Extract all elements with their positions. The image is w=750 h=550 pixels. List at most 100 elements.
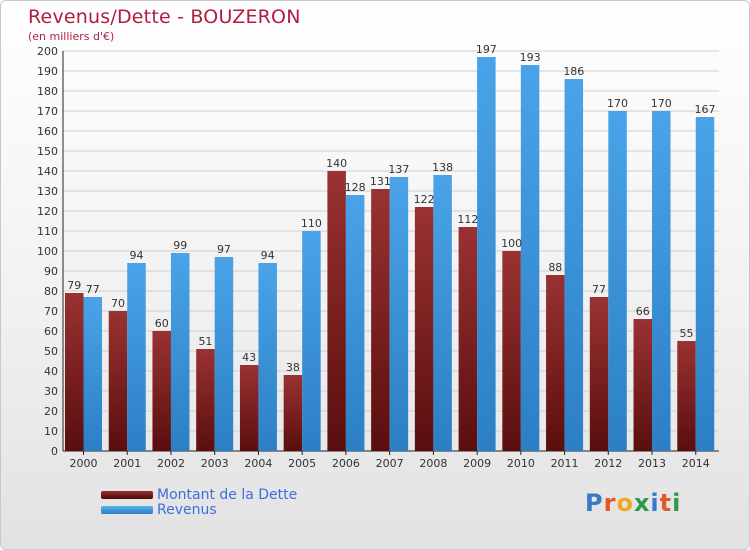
data-label-dette: 60 xyxy=(155,317,169,330)
bar-dette xyxy=(239,365,259,451)
bar-revenus xyxy=(433,175,452,451)
data-label-dette: 38 xyxy=(286,361,300,374)
bar-dette xyxy=(458,227,478,451)
data-label-dette: 51 xyxy=(198,335,212,348)
y-tick-label: 160 xyxy=(37,125,58,138)
legend-item-revenus: Revenus xyxy=(101,501,297,518)
data-label-dette: 131 xyxy=(370,175,391,188)
logo-letter: P xyxy=(585,489,604,517)
legend-label-revenus: Revenus xyxy=(157,501,217,518)
bar-dette xyxy=(414,207,434,451)
data-label-revenus: 77 xyxy=(86,283,100,296)
legend-swatch-revenus xyxy=(101,505,153,514)
bar-dette xyxy=(371,189,390,451)
x-tick-label: 2008 xyxy=(419,457,447,470)
logo-letter: i xyxy=(672,489,682,517)
bar-dette xyxy=(196,349,215,451)
y-tick-label: 140 xyxy=(37,165,58,178)
bar-revenus xyxy=(345,195,365,451)
y-tick-label: 100 xyxy=(37,245,58,258)
x-tick-label: 2012 xyxy=(594,457,622,470)
data-label-revenus: 128 xyxy=(345,181,366,194)
data-label-revenus: 94 xyxy=(129,249,143,262)
bar-dette xyxy=(502,251,521,451)
bar-dette xyxy=(283,375,303,451)
data-label-revenus: 186 xyxy=(563,65,584,78)
y-tick-label: 40 xyxy=(44,365,58,378)
y-tick-label: 0 xyxy=(51,445,58,458)
y-tick-label: 120 xyxy=(37,205,58,218)
x-tick-label: 2010 xyxy=(507,457,535,470)
x-tick-label: 2013 xyxy=(638,457,666,470)
bar-dette xyxy=(633,319,653,451)
legend-item-dette: Montant de la Dette xyxy=(101,486,298,503)
data-label-dette: 79 xyxy=(67,279,81,292)
logo-letter: i xyxy=(650,489,660,517)
data-label-dette: 66 xyxy=(636,305,650,318)
data-label-revenus: 97 xyxy=(217,243,231,256)
y-tick-label: 80 xyxy=(44,285,58,298)
bar-revenus xyxy=(302,231,321,451)
data-label-revenus: 94 xyxy=(261,249,275,262)
data-label-revenus: 138 xyxy=(432,161,453,174)
x-tick-label: 2011 xyxy=(551,457,579,470)
x-tick-label: 2009 xyxy=(463,457,491,470)
bar-dette xyxy=(546,275,565,451)
y-tick-label: 90 xyxy=(44,265,58,278)
bar-revenus xyxy=(695,117,715,451)
x-tick-label: 2006 xyxy=(332,457,360,470)
bar-dette xyxy=(65,293,84,451)
bar-dette xyxy=(589,297,609,451)
y-tick-label: 170 xyxy=(37,105,58,118)
axes: 0 10 20 30 40 50 60 70 80 90 100 110 120 130 140 150 160… xyxy=(37,45,719,470)
data-label-dette: 140 xyxy=(326,157,347,170)
bar-dette xyxy=(108,311,128,451)
y-tick-label: 200 xyxy=(37,45,58,58)
proxiti-logo: Proxiti xyxy=(585,489,681,517)
data-label-revenus: 193 xyxy=(520,51,541,64)
bar-dette xyxy=(327,171,346,451)
data-label-dette: 112 xyxy=(457,213,478,226)
x-tick-label: 2000 xyxy=(70,457,98,470)
logo-letter: x xyxy=(633,489,651,517)
legend-label-dette: Montant de la Dette xyxy=(157,486,298,503)
y-tick-label: 130 xyxy=(37,185,58,198)
bar-revenus xyxy=(608,111,627,451)
logo-letter: o xyxy=(616,489,634,517)
legend-swatch-dette xyxy=(101,490,153,499)
x-tick-label: 2005 xyxy=(288,457,316,470)
y-tick-label: 60 xyxy=(44,325,58,338)
data-label-revenus: 99 xyxy=(173,239,187,252)
x-tick-label: 2001 xyxy=(113,457,141,470)
bars xyxy=(65,57,715,451)
logo-letter: r xyxy=(603,489,617,517)
data-label-revenus: 137 xyxy=(388,163,409,176)
bar-revenus xyxy=(477,57,496,451)
x-tick-label: 2003 xyxy=(201,457,229,470)
bar-revenus xyxy=(83,297,102,451)
bar-revenus xyxy=(564,79,584,451)
bar-revenus xyxy=(389,177,409,451)
y-tick-label: 190 xyxy=(37,65,58,78)
y-tick-label: 180 xyxy=(37,85,58,98)
y-tick-label: 70 xyxy=(44,305,58,318)
bar-revenus xyxy=(520,65,540,451)
data-label-dette: 70 xyxy=(111,297,125,310)
bar-dette xyxy=(152,331,171,451)
data-label-revenus: 167 xyxy=(695,103,716,116)
y-tick-label: 110 xyxy=(37,225,58,238)
y-tick-label: 10 xyxy=(44,425,58,438)
bar-revenus xyxy=(214,257,234,451)
x-tick-label: 2007 xyxy=(376,457,404,470)
legend: Montant de la Dette Revenus xyxy=(101,486,298,518)
bar-revenus xyxy=(127,263,146,451)
data-label-revenus: 170 xyxy=(607,97,628,110)
chart-subtitle: (en milliers d'€) xyxy=(28,30,115,43)
data-label-dette: 122 xyxy=(414,193,435,206)
y-tick-label: 20 xyxy=(44,405,58,418)
y-tick-label: 150 xyxy=(37,145,58,158)
data-label-dette: 43 xyxy=(242,351,256,364)
